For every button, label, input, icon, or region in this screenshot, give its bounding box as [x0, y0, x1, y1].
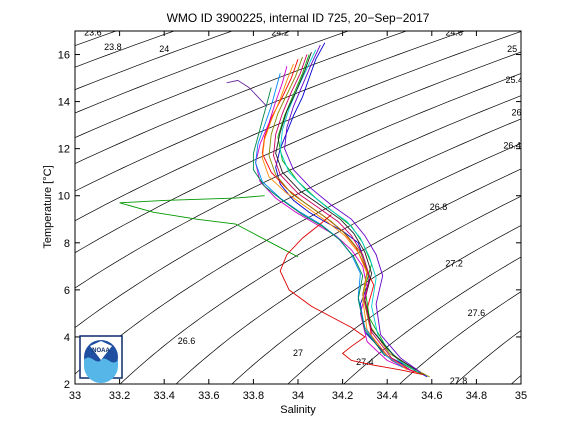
density-label: 27.8 — [450, 376, 468, 386]
density-label: 27.2 — [445, 258, 463, 268]
density-label: 26.4 — [503, 141, 521, 151]
profile-line — [261, 63, 408, 371]
x-tick-label: 33.4 — [153, 390, 174, 402]
y-tick-label: 10 — [58, 191, 70, 203]
density-contour — [399, 291, 521, 384]
density-label: 24.2 — [271, 28, 289, 38]
density-label: 27 — [293, 348, 303, 358]
density-label: 25 — [507, 44, 517, 54]
density-contour — [75, 31, 466, 192]
density-label: 23.8 — [104, 42, 122, 52]
y-axis-label: Temperature [°C] — [42, 165, 54, 248]
density-label: 25.4 — [506, 75, 524, 85]
y-tick-label: 2 — [64, 379, 70, 391]
density-label: 23.6 — [84, 28, 102, 38]
density-contour — [75, 31, 292, 114]
y-axis-ticks: 2 4 6 8 10 12 14 16 — [58, 50, 521, 391]
density-contour-labels: 23.623.8 24 24.2 24.6 25 25.4 26 26.4 26.8 27.2 27… — [84, 28, 524, 386]
y-tick-label: 12 — [58, 144, 70, 156]
density-label: 27.6 — [468, 308, 486, 318]
y-tick-label: 8 — [64, 238, 70, 250]
x-tick-label: 33.2 — [109, 390, 130, 402]
density-contour — [231, 195, 521, 384]
profile-line — [226, 79, 268, 107]
x-tick-label: 33.8 — [243, 390, 264, 402]
density-label: 26.8 — [430, 202, 448, 212]
density-contour — [287, 225, 521, 384]
profile-line — [275, 52, 417, 371]
x-tick-label: 35 — [515, 390, 527, 402]
density-contour — [75, 51, 521, 254]
density-contour — [75, 31, 350, 139]
y-tick-label: 14 — [58, 97, 70, 109]
x-tick-label: 34.8 — [466, 390, 487, 402]
profile-line — [268, 56, 430, 378]
x-tick-label: 34 — [292, 390, 304, 402]
density-contour — [343, 256, 521, 384]
profile-line — [119, 195, 299, 258]
density-contour — [75, 31, 234, 90]
density-contour — [75, 31, 408, 164]
density-label: 24 — [159, 44, 169, 54]
y-tick-label: 6 — [64, 285, 70, 297]
chart-title: WMO ID 3900225, internal ID 725, 20−Sep−… — [167, 11, 430, 25]
density-label: 24.6 — [445, 28, 463, 38]
y-tick-label: 16 — [58, 50, 70, 62]
density-contour — [75, 95, 521, 329]
x-axis-ticks: 33 33.2 33.4 33.6 33.8 34 34.2 34.4 34.6 34.8 35 — [69, 31, 527, 402]
density-label: 26.6 — [178, 336, 196, 346]
density-contour — [454, 330, 521, 384]
profile-line — [255, 66, 410, 371]
density-contour — [175, 168, 521, 384]
x-tick-label: 33.6 — [198, 390, 219, 402]
density-contour — [119, 142, 521, 384]
profile-line — [279, 214, 423, 376]
density-label: 27.4 — [356, 357, 374, 367]
density-label: 26 — [512, 108, 522, 118]
noaa-logo: NOAA — [79, 335, 123, 383]
noaa-logo-text: NOAA — [92, 348, 110, 354]
x-tick-label: 34.4 — [376, 390, 397, 402]
density-contour — [75, 73, 521, 289]
plot-area — [75, 31, 521, 384]
profile-line — [255, 73, 404, 368]
y-tick-label: 4 — [64, 332, 70, 344]
profile-line — [273, 54, 415, 373]
x-tick-label: 34.6 — [421, 390, 442, 402]
profile-line — [252, 87, 386, 357]
profile-line — [284, 44, 421, 373]
profile-line — [279, 49, 419, 373]
density-contour — [75, 31, 521, 222]
x-tick-label: 33 — [69, 390, 81, 402]
profile-lines — [119, 42, 430, 378]
x-tick-label: 34.2 — [332, 390, 353, 402]
x-axis-label: Salinity — [280, 404, 316, 416]
